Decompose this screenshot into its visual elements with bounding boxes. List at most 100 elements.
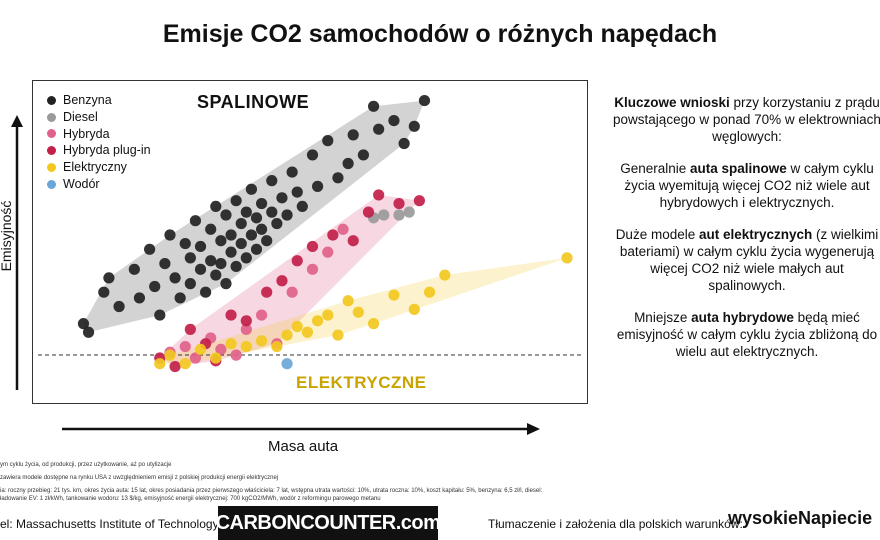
data-point [322, 309, 334, 321]
data-point [144, 243, 156, 255]
data-point [240, 340, 252, 353]
legend-label: Wodór [63, 176, 100, 191]
data-point [210, 269, 222, 281]
data-point [266, 206, 278, 218]
data-point [225, 246, 237, 258]
data-point [164, 229, 176, 241]
legend-marker-icon [47, 112, 56, 122]
legend: Benzyna Diesel Hybryda Hybryda plug-in Elekt… [45, 92, 151, 193]
data-point [311, 180, 324, 192]
data-point [184, 278, 196, 290]
data-point [189, 352, 202, 364]
legend-label: Hybryda plug-in [63, 143, 151, 158]
data-point [215, 235, 227, 247]
data-point [306, 263, 319, 275]
finding-hybrid-b: będą mieć emisyjność w całym cyklu życia… [616, 310, 878, 359]
legend-marker-icon [47, 163, 56, 173]
legend-label: Diesel [63, 109, 98, 124]
data-point [210, 352, 222, 364]
data-point [398, 137, 410, 150]
data-point [439, 269, 451, 281]
finding-hybrid-a: Mniejsze [634, 310, 692, 325]
data-point [250, 212, 263, 224]
footnote-4: ładowanie EV: 1 zł/kWh, tankowanie wodor… [0, 496, 381, 502]
data-point [373, 123, 385, 135]
data-point [301, 326, 314, 338]
data-point [256, 223, 268, 235]
data-point [230, 349, 242, 361]
data-point [261, 235, 273, 247]
data-point [179, 358, 191, 370]
data-point [169, 272, 181, 284]
data-point [184, 323, 196, 335]
data-point [205, 255, 217, 267]
data-point [240, 323, 252, 335]
data-point [342, 295, 354, 307]
finding-combustion-bold: auta spalinowe [690, 161, 787, 176]
legend-marker-icon [47, 95, 56, 105]
data-point [423, 286, 436, 298]
data-point [271, 217, 283, 230]
wysokienapiecie-logo[interactable]: wysokieNapiecie [728, 508, 873, 528]
data-point [164, 349, 176, 361]
data-point [322, 246, 334, 258]
data-point [240, 206, 252, 218]
legend-label: Elektryczny [63, 160, 127, 175]
data-point [327, 229, 339, 241]
legend-marker-icon [47, 179, 56, 189]
data-point [286, 166, 298, 178]
data-point [240, 315, 252, 327]
cluster-label-elektryczne: ELEKTRYCZNE [296, 373, 427, 392]
finding-intro-text: przy korzystaniu z prądu powstającego w … [613, 95, 880, 144]
data-point [225, 229, 237, 241]
scatter-chart [38, 94, 582, 373]
data-point [357, 149, 369, 161]
data-point [200, 286, 212, 298]
data-point [256, 309, 268, 321]
data-point [194, 343, 207, 355]
data-point [393, 197, 405, 210]
carboncounter-logo[interactable]: CARBONCOUNTER.com [216, 506, 441, 540]
y-axis-label: Emisyjność [0, 200, 14, 272]
data-point [256, 335, 268, 347]
x-axis-label: Masa auta [268, 438, 339, 455]
data-point [393, 209, 405, 221]
finding-hybrid-bold: auta hybrydowe [691, 310, 794, 325]
data-point [220, 209, 232, 221]
legend-item: Diesel [45, 109, 151, 126]
key-findings: Kluczowe wnioski przy korzystaniu z prąd… [612, 94, 880, 375]
data-point [322, 135, 334, 147]
data-point [250, 243, 263, 255]
data-point [179, 340, 191, 353]
data-point [281, 209, 293, 221]
data-point [347, 129, 359, 141]
data-point [291, 255, 303, 267]
data-point [261, 286, 273, 298]
data-point [337, 223, 349, 235]
data-point [189, 215, 202, 227]
legend-marker-icon [47, 129, 56, 139]
legend-item: Hybryda [45, 126, 151, 143]
data-point [210, 200, 222, 212]
data-point [230, 195, 242, 207]
data-point [306, 149, 319, 161]
legend-item: Benzyna [45, 92, 151, 109]
footnote-3: ia: roczny przebieg: 21 tys. km, okres ż… [0, 488, 543, 494]
data-point [561, 252, 573, 264]
data-point [220, 278, 232, 290]
data-point [225, 309, 237, 321]
data-point [367, 100, 380, 112]
data-point [276, 192, 288, 204]
legend-item: Wodór [45, 176, 151, 193]
finding-combustion: Generalnie auta spalinowe w całym cyklu … [612, 160, 880, 211]
data-point [133, 292, 146, 304]
data-point [281, 358, 293, 370]
data-point [291, 320, 303, 333]
legend-item: Hybryda plug-in [45, 142, 151, 159]
translation-credit: Tłumaczenie i założenia dla polskich war… [488, 517, 743, 531]
data-point [413, 195, 425, 207]
data-point [240, 252, 252, 264]
data-point [194, 240, 207, 253]
data-point [235, 237, 247, 250]
data-point [230, 260, 242, 273]
